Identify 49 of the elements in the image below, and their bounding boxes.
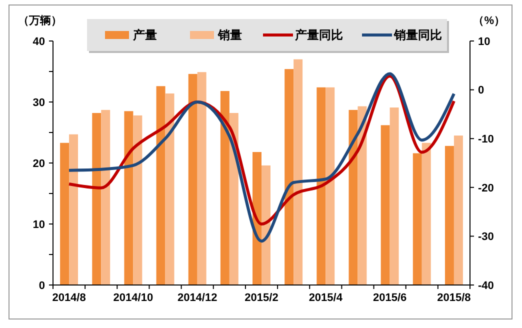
bar [294, 59, 303, 285]
bar [165, 93, 174, 285]
legend-label: 销量同比 [393, 28, 442, 42]
bar [326, 87, 335, 285]
bar [252, 152, 262, 285]
y-tick-label: 10 [32, 218, 45, 231]
y2-tick-label: 10 [478, 36, 490, 48]
bar [188, 74, 198, 285]
bar [358, 106, 367, 285]
x-tick-label: 2015/6 [372, 292, 407, 304]
legend-label: 产量 [132, 28, 157, 42]
y-tick-label: 30 [32, 96, 45, 109]
bar [69, 134, 78, 285]
bar [133, 115, 142, 285]
bar [422, 142, 431, 285]
bar [348, 110, 358, 285]
x-tick-label: 2014/10 [113, 292, 154, 304]
bar [284, 69, 294, 285]
bar [156, 86, 166, 285]
bar [101, 110, 110, 285]
y-tick-label: 0 [38, 280, 45, 292]
bar [454, 136, 463, 285]
bar [380, 125, 390, 285]
bar [197, 72, 206, 285]
y2-tick-label: -30 [478, 231, 494, 244]
x-tick-label: 2015/2 [244, 292, 278, 304]
bar [412, 153, 422, 285]
bar [60, 142, 70, 285]
bar [444, 146, 454, 285]
x-tick-label: 2015/8 [437, 292, 471, 304]
x-tick-label: 2014/8 [52, 292, 86, 304]
y-tick-label: 20 [32, 158, 45, 170]
bar [262, 165, 270, 285]
bar [316, 87, 326, 285]
bar [124, 111, 134, 285]
y2-tick-label: 0 [478, 84, 484, 97]
x-tick-label: 2015/4 [308, 292, 344, 304]
y2-tick-label: -40 [478, 280, 494, 292]
y2-tick-label: -10 [478, 133, 494, 146]
y2-axis-title: （%） [473, 15, 505, 27]
bar [220, 91, 230, 285]
legend-label: 产量同比 [294, 28, 343, 42]
y-tick-label: 40 [32, 36, 45, 48]
bar [92, 112, 102, 285]
x-tick-label: 2014/12 [177, 292, 218, 304]
y-axis-title: （万辆） [18, 14, 62, 27]
y2-tick-label: -20 [478, 182, 494, 194]
legend-label: 销量 [217, 28, 242, 42]
bar [390, 107, 399, 285]
